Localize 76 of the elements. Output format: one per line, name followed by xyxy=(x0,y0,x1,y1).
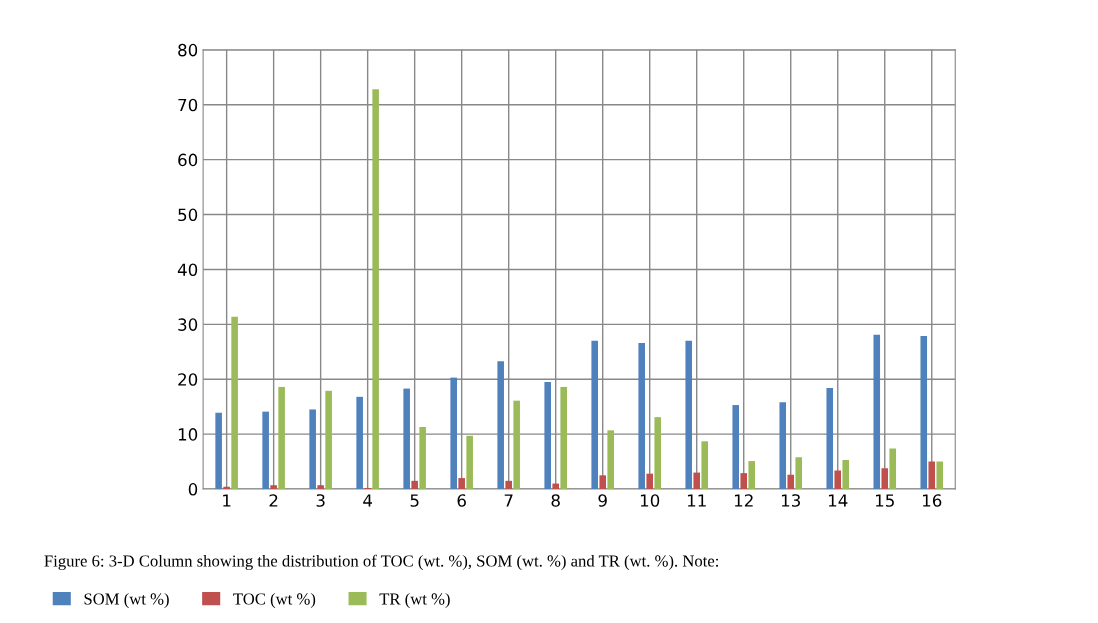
bar xyxy=(920,335,928,490)
y-tick-label: 60 xyxy=(178,153,198,167)
bar xyxy=(403,388,410,490)
bar xyxy=(544,382,551,490)
bar xyxy=(505,480,512,490)
x-tick-label: 9 xyxy=(598,494,607,507)
x-tick-label: 8 xyxy=(551,494,560,507)
bar xyxy=(231,316,238,490)
bar xyxy=(779,402,787,490)
bar xyxy=(270,485,277,490)
caption: Figure 6: 3-D Column showing the distribution of TOC (wt. %), SOM (wt. %) and TR (wt. %). Note: xyxy=(44,554,719,571)
bar xyxy=(607,430,614,490)
bar xyxy=(560,386,567,490)
x-tick-label: 15 xyxy=(875,494,894,507)
bar xyxy=(262,411,269,490)
bar xyxy=(411,480,418,490)
bar xyxy=(356,396,363,490)
bar xyxy=(787,474,795,490)
bar xyxy=(372,89,379,490)
bar xyxy=(928,461,936,490)
x-tick-label: 10 xyxy=(640,494,660,507)
legend-label: TOC (wt %) xyxy=(233,592,316,608)
legend-label: SOM (wt %) xyxy=(84,592,169,608)
x-tick-label: 7 xyxy=(504,494,513,507)
y-tick-label: 70 xyxy=(178,98,198,112)
bar xyxy=(936,461,944,490)
bar xyxy=(889,448,897,490)
y-tick-label: 10 xyxy=(178,428,198,441)
bar xyxy=(826,388,834,490)
bar xyxy=(599,475,606,490)
x-tick-label: 3 xyxy=(316,494,325,507)
x-tick-label: 5 xyxy=(410,494,419,507)
y-tick-label: 50 xyxy=(178,208,198,222)
bar xyxy=(419,427,426,490)
x-tick-label: 13 xyxy=(781,494,800,507)
bar xyxy=(450,377,457,490)
bar xyxy=(732,405,740,490)
bar xyxy=(591,340,598,490)
bar xyxy=(881,468,889,490)
bar xyxy=(834,470,842,490)
x-tick-label: 14 xyxy=(828,494,848,507)
bar xyxy=(278,386,285,490)
x-tick-label: 16 xyxy=(922,494,942,507)
bar xyxy=(513,400,520,490)
bar xyxy=(646,473,653,490)
bar xyxy=(654,417,661,490)
bar xyxy=(693,472,701,490)
bar xyxy=(325,390,332,490)
y-tick-label: 0 xyxy=(188,483,198,496)
bar xyxy=(552,483,559,490)
bar xyxy=(223,486,230,490)
bar xyxy=(740,473,748,490)
bar xyxy=(309,409,316,490)
bar xyxy=(317,485,324,490)
y-tick-label: 80 xyxy=(178,43,198,57)
bar xyxy=(458,478,465,490)
bar xyxy=(701,441,708,490)
y-tick-label: 30 xyxy=(178,318,198,331)
bar xyxy=(215,412,222,490)
y-tick-label: 20 xyxy=(178,373,198,386)
legend-label: TR (wt %) xyxy=(379,592,450,608)
y-tick-label: 40 xyxy=(177,263,198,277)
bar xyxy=(873,334,881,490)
bar xyxy=(497,361,504,490)
x-tick-label: 2 xyxy=(269,494,278,507)
bar xyxy=(466,435,473,490)
bar xyxy=(685,340,693,490)
x-tick-label: 4 xyxy=(363,494,373,507)
x-tick-label: 12 xyxy=(734,494,753,507)
bar xyxy=(842,459,850,490)
x-tick-label: 6 xyxy=(457,494,466,507)
bar xyxy=(638,343,646,490)
x-tick-label: 11 xyxy=(687,494,706,507)
bar xyxy=(748,461,756,490)
bar xyxy=(795,457,803,490)
x-tick-label: 1 xyxy=(223,494,231,507)
